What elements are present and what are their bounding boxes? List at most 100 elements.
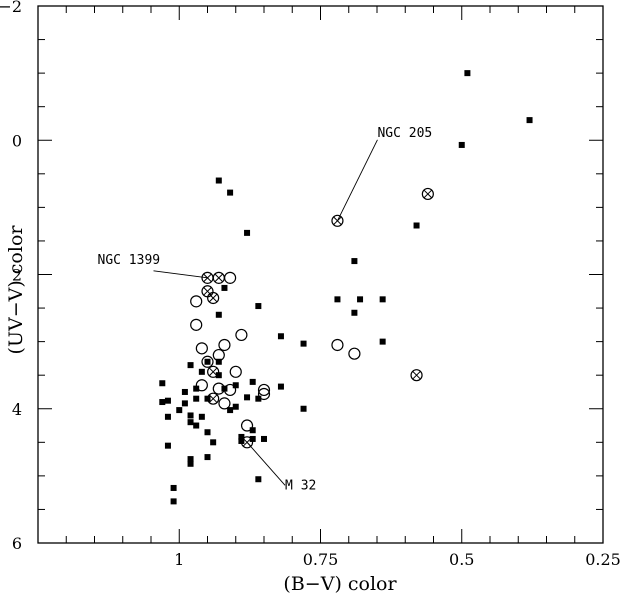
annotation-label: NGC 1399 — [98, 253, 161, 268]
filled-square-point — [170, 484, 177, 491]
filled-square-point — [249, 378, 256, 385]
filled-square-point — [170, 498, 177, 505]
filled-square-point — [164, 442, 171, 449]
filled-square-point — [204, 358, 211, 365]
filled-square-point — [351, 258, 358, 265]
filled-square-point — [176, 407, 183, 414]
filled-square-point — [198, 413, 205, 420]
filled-square-point — [232, 382, 239, 389]
crossed-circle-point — [207, 291, 220, 305]
y-tick-label: 6 — [12, 534, 22, 553]
y-tick-label: 4 — [12, 400, 22, 419]
open-circle-point — [224, 383, 237, 397]
filled-square-point — [187, 419, 194, 426]
filled-square-point — [238, 433, 245, 440]
filled-square-point — [159, 399, 166, 406]
filled-square-point — [255, 303, 262, 310]
filled-square-point — [159, 380, 166, 387]
open-circle-point — [190, 318, 203, 331]
x-tick-label: 0.5 — [449, 550, 474, 569]
filled-square-point — [244, 229, 251, 236]
crossed-circle-point — [201, 285, 214, 298]
filled-square-point — [164, 413, 171, 420]
open-circle-point — [218, 397, 231, 410]
filled-square-point — [215, 372, 222, 379]
y-axis-title: (UV−V) color — [5, 225, 27, 355]
filled-square-point — [413, 222, 420, 229]
filled-square-point — [464, 70, 471, 77]
annotation-leader-line — [153, 270, 208, 279]
open-circle-point — [212, 348, 225, 362]
y-tick-label: 0 — [12, 131, 22, 150]
x-tick-label: 1 — [174, 550, 184, 569]
open-circle-point — [218, 338, 231, 352]
open-circle-point — [195, 379, 208, 392]
filled-square-point — [227, 407, 234, 414]
minor-ticks — [37, 6, 603, 543]
filled-square-point — [357, 296, 364, 303]
filled-square-point — [187, 456, 194, 463]
filled-square-point — [300, 405, 307, 412]
filled-square-point — [249, 435, 256, 442]
filled-square-point — [351, 309, 358, 316]
open-circle-point — [331, 338, 344, 352]
open-circle-point — [229, 365, 242, 378]
open-circle-point — [257, 383, 271, 397]
data-points — [159, 70, 533, 505]
filled-square-point — [277, 333, 284, 340]
filled-square-point — [255, 476, 262, 483]
filled-square-point — [215, 311, 222, 318]
major-ticks — [38, 5, 604, 544]
filled-square-point — [221, 284, 228, 291]
filled-square-point — [193, 395, 200, 402]
filled-square-point — [215, 358, 222, 365]
open-circle-point — [240, 419, 254, 432]
filled-square-point — [526, 117, 533, 124]
filled-square-point — [255, 395, 262, 402]
crossed-circle-point — [410, 369, 423, 382]
filled-square-point — [193, 385, 200, 392]
filled-square-point — [458, 141, 465, 148]
filled-square-point — [204, 429, 211, 436]
filled-square-point — [181, 388, 188, 395]
crossed-circle-point — [207, 365, 220, 378]
filled-square-point — [232, 403, 239, 410]
y-tick-label: 2 — [12, 266, 22, 285]
open-circle-point — [257, 387, 271, 401]
filled-square-point — [379, 296, 386, 303]
filled-square-point — [164, 397, 171, 404]
filled-square-point — [210, 439, 217, 446]
filled-square-point — [181, 400, 188, 407]
filled-square-point — [204, 454, 211, 461]
x-tick-labels: 1 0.75 0.5 0.25 — [174, 550, 621, 569]
filled-square-point — [300, 340, 307, 347]
filled-square-point — [227, 189, 234, 196]
filled-square-point — [261, 435, 267, 442]
plot-frame — [37, 5, 604, 544]
filled-square-point — [249, 427, 256, 434]
open-circle-point — [224, 271, 237, 284]
annotation-leader-line — [246, 442, 286, 486]
filled-square-point — [193, 422, 200, 429]
filled-square-point — [187, 362, 194, 369]
crossed-circle-point — [212, 271, 225, 284]
annotations: NGC 205 NGC 1399 M 32 — [98, 126, 433, 494]
y-tick-label: −2 — [0, 0, 22, 16]
open-circle-point — [235, 328, 248, 342]
filled-square-point — [187, 460, 194, 467]
x-tick-label: 0.75 — [303, 550, 339, 569]
crossed-circle-point — [207, 392, 220, 405]
filled-square-point — [215, 177, 222, 184]
open-circle-point — [348, 347, 361, 360]
annotation-label: NGC 205 — [377, 126, 432, 141]
filled-square-point — [334, 296, 341, 303]
crossed-circle-point — [421, 187, 434, 201]
annotation-label: M 32 — [285, 478, 316, 493]
open-circle-point — [190, 295, 203, 308]
annotation-leader-line — [337, 139, 378, 221]
y-tick-labels: −2 0 2 4 6 — [0, 0, 22, 553]
filled-square-point — [379, 338, 386, 345]
x-axis-title: (B−V) color — [283, 573, 397, 595]
filled-square-point — [244, 394, 251, 401]
